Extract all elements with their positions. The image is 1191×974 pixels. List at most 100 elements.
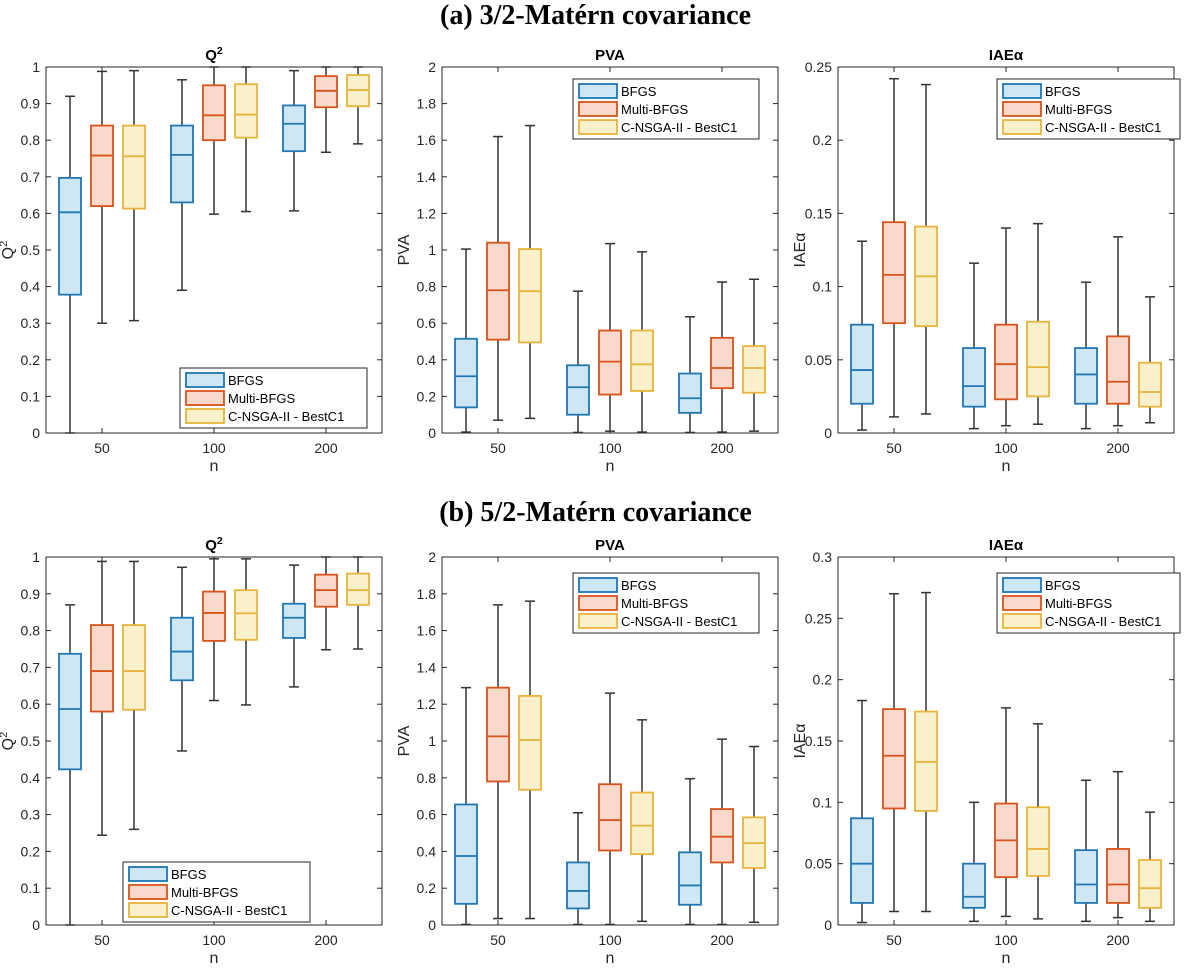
box-body <box>1106 335 1130 405</box>
box-body <box>202 590 226 642</box>
legend-swatch <box>1002 613 1042 629</box>
box-multi-bfgs-n50 <box>882 593 906 913</box>
y-tick-label: 0 <box>824 425 832 441</box>
box-body <box>710 336 734 390</box>
y-tick-label: 0 <box>32 425 40 441</box>
x-tick-label: 200 <box>710 440 734 456</box>
box-body <box>346 572 370 606</box>
box-multi-bfgs-n100 <box>994 707 1018 918</box>
legend-label: Multi-BFGS <box>228 391 296 406</box>
x-axis-label: n <box>210 458 219 475</box>
y-tick-label: 0.3 <box>21 807 41 823</box>
box-multi-bfgs-n50 <box>90 70 114 324</box>
legend-label: BFGS <box>1045 578 1081 593</box>
x-tick-label: 100 <box>598 932 622 948</box>
y-axis-label: PVA <box>396 725 413 756</box>
box-multi-bfgs-n200 <box>1106 770 1130 919</box>
y-tick-label: 0 <box>32 917 40 933</box>
box-c-nsga-ii-bestc1-n50 <box>518 124 542 420</box>
box-c-nsga-ii-bestc1-n200 <box>1138 811 1162 923</box>
box-body <box>518 248 542 344</box>
box-bfgs-n200 <box>282 564 306 688</box>
legend-label: C-NSGA-II - BestC1 <box>621 614 737 629</box>
box-c-nsga-ii-bestc1-n200 <box>742 278 766 432</box>
box-bfgs-n50 <box>850 240 874 431</box>
box-multi-bfgs-n100 <box>598 692 622 926</box>
y-tick-label: 1.6 <box>417 623 437 639</box>
legend-label: BFGS <box>171 867 207 882</box>
panel-title: Q2 <box>205 45 223 64</box>
panel-a-iae: 0 0.05 0.1 0.15 0.2 0.25 50 100 200 IAEα n IAEα BFGS… <box>792 47 1181 475</box>
y-tick-label: 0.1 <box>813 279 833 295</box>
x-axis-label: n <box>210 950 219 967</box>
box-body <box>566 364 590 416</box>
panel-title: PVA <box>595 47 625 64</box>
y-tick-label: 1.8 <box>417 586 437 602</box>
y-tick-label: 0.7 <box>21 659 41 675</box>
y-tick-label: 0.2 <box>417 880 437 896</box>
box-body <box>1026 806 1050 877</box>
box-multi-bfgs-n100 <box>994 227 1018 427</box>
box-body <box>454 337 478 409</box>
legend-swatch <box>578 101 618 117</box>
y-tick-label: 0.4 <box>21 770 41 786</box>
box-c-nsga-ii-bestc1-n50 <box>914 591 938 913</box>
y-axis-label: IAEα <box>792 723 809 758</box>
box-body <box>1138 361 1162 408</box>
y-tick-label: 1.2 <box>417 205 437 221</box>
y-tick-label: 0.15 <box>805 733 832 749</box>
box-body <box>962 862 986 909</box>
y-tick-label: 0.2 <box>21 352 41 368</box>
legend-swatch <box>1002 83 1042 99</box>
y-tick-label: 0.1 <box>21 880 41 896</box>
x-tick-label: 200 <box>1106 932 1130 948</box>
y-tick-label: 0.6 <box>417 315 437 331</box>
legend-label: C-NSGA-II - BestC1 <box>228 409 344 424</box>
legend-swatch <box>1002 101 1042 117</box>
box-body <box>882 221 906 325</box>
legend-label: Multi-BFGS <box>1045 596 1113 611</box>
legend-label: C-NSGA-II - BestC1 <box>1045 120 1161 135</box>
box-c-nsga-ii-bestc1-n200 <box>742 745 766 923</box>
legend-label: BFGS <box>621 84 657 99</box>
legend-swatch <box>578 595 618 611</box>
box-bfgs-n50 <box>850 699 874 924</box>
box-multi-bfgs-n200 <box>314 66 338 154</box>
y-tick-label: 0.3 <box>813 549 833 565</box>
x-tick-label: 50 <box>94 932 110 948</box>
y-tick-label: 1.4 <box>417 169 437 185</box>
legend: BFGS Multi-BFGS C-NSGA-II - BestC1 <box>996 572 1181 634</box>
box-bfgs-n100 <box>170 79 194 292</box>
box-body <box>58 652 82 771</box>
y-tick-label: 0.05 <box>805 352 832 368</box>
y-tick-label: 0.8 <box>21 132 41 148</box>
box-body <box>630 791 654 856</box>
box-body <box>994 323 1018 401</box>
y-tick-label: 0.25 <box>805 59 832 75</box>
y-tick-label: 0.5 <box>21 242 41 258</box>
panel-a-pva: 0 0.2 0.4 0.6 0.8 1 1.2 1.4 1.6 1.8 2 50 100 200 PVA n P… <box>396 47 779 475</box>
box-body <box>678 851 702 906</box>
y-tick-label: 0.7 <box>21 169 41 185</box>
box-body <box>170 124 194 204</box>
box-body <box>1074 347 1098 405</box>
y-tick-label: 0.2 <box>417 388 437 404</box>
box-c-nsga-ii-bestc1-n100 <box>1026 222 1050 425</box>
box-bfgs-n50 <box>454 248 478 433</box>
y-axis-label: PVA <box>396 234 413 265</box>
y-tick-label: 0.1 <box>21 388 41 404</box>
box-body <box>122 624 146 711</box>
y-tick-label: 0.8 <box>417 279 437 295</box>
x-tick-label: 50 <box>94 440 110 456</box>
box-bfgs-n50 <box>58 604 82 926</box>
y-tick-label: 0.15 <box>805 205 832 221</box>
x-tick-label: 100 <box>994 932 1018 948</box>
x-tick-label: 50 <box>490 440 506 456</box>
y-tick-label: 0.3 <box>21 315 41 331</box>
box-c-nsga-ii-bestc1-n100 <box>630 719 654 923</box>
legend-swatch <box>1002 119 1042 135</box>
box-bfgs-n200 <box>282 69 306 212</box>
y-tick-label: 0.9 <box>21 586 41 602</box>
y-tick-label: 1.6 <box>417 132 437 148</box>
box-body <box>962 347 986 408</box>
